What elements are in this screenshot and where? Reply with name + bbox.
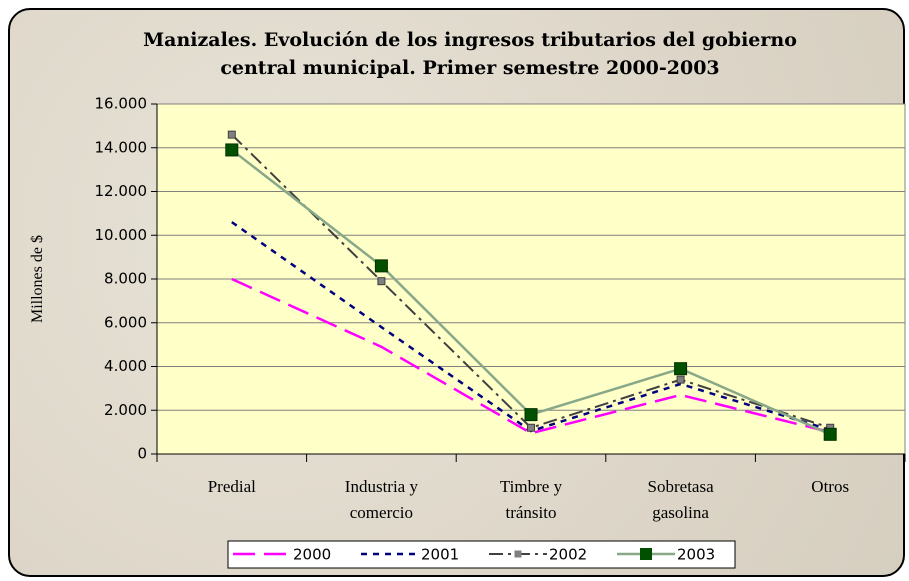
y-tick-label: 12.000 bbox=[95, 182, 148, 200]
point bbox=[374, 259, 388, 273]
legend-marker bbox=[640, 548, 652, 560]
legend-label: 2001 bbox=[421, 546, 459, 564]
series-line bbox=[231, 277, 831, 435]
x-tick-label: Otros bbox=[811, 477, 850, 496]
y-tick-label: 0 bbox=[137, 445, 147, 463]
point bbox=[527, 423, 535, 432]
y-tick-label: 16.000 bbox=[95, 95, 148, 113]
point bbox=[377, 277, 386, 286]
y-tick-label: 14.000 bbox=[95, 138, 148, 156]
x-tick-label: Timbre y tránsito bbox=[499, 477, 563, 522]
x-tick-label: Industria y comercio bbox=[344, 477, 418, 522]
chart-title: Manizales. Evolución de los ingresos tri… bbox=[143, 29, 797, 79]
point bbox=[227, 130, 236, 139]
point bbox=[524, 408, 538, 422]
point bbox=[676, 375, 685, 384]
legend-marker bbox=[514, 550, 522, 558]
y-tick-label: 10.000 bbox=[95, 226, 148, 244]
y-tick-label: 4.000 bbox=[104, 357, 147, 375]
point bbox=[823, 427, 837, 441]
legend-label: 2000 bbox=[293, 546, 331, 564]
y-tick-label: 8.000 bbox=[104, 270, 147, 288]
x-tick-label: Predial bbox=[207, 477, 256, 496]
y-tick-label: 6.000 bbox=[104, 313, 147, 331]
point bbox=[225, 143, 239, 157]
legend-label: 2002 bbox=[549, 546, 587, 564]
y-axis-label: Millones de $ bbox=[29, 235, 46, 323]
y-tick-label: 2.000 bbox=[104, 401, 147, 419]
x-tick-label: Sobretasa gasolina bbox=[647, 477, 714, 522]
legend-label: 2003 bbox=[677, 546, 715, 564]
point bbox=[674, 362, 688, 376]
